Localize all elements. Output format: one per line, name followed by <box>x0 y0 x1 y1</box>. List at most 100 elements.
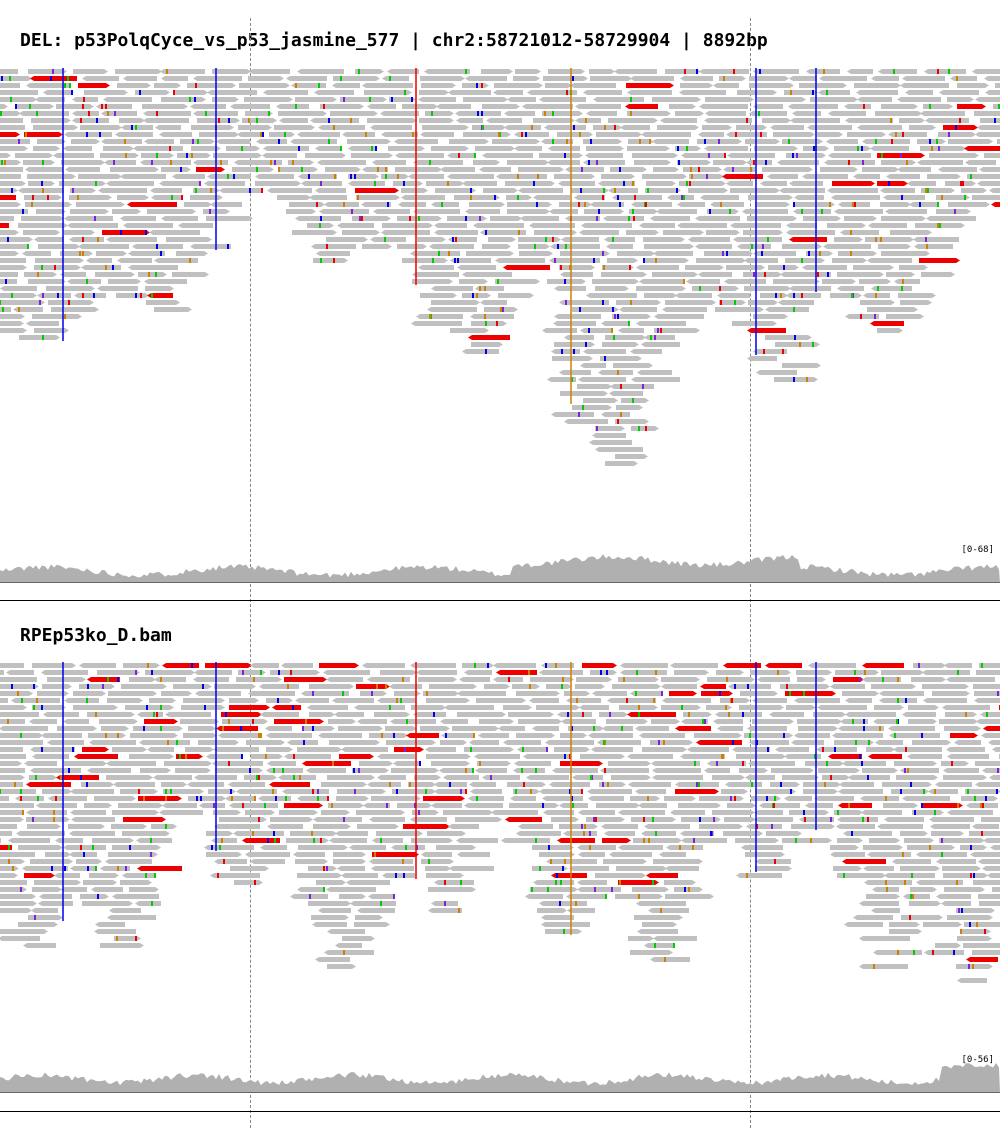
read[interactable] <box>613 391 643 396</box>
read[interactable] <box>606 726 633 731</box>
read[interactable] <box>595 286 625 291</box>
read[interactable] <box>420 670 457 675</box>
read[interactable] <box>34 328 65 333</box>
read[interactable] <box>719 300 742 305</box>
read[interactable] <box>385 132 418 137</box>
read[interactable] <box>112 209 137 214</box>
read[interactable] <box>427 831 462 836</box>
read[interactable] <box>29 167 63 172</box>
read[interactable] <box>543 97 586 102</box>
read[interactable] <box>626 230 655 235</box>
read[interactable] <box>298 845 344 850</box>
read[interactable] <box>615 419 645 424</box>
read[interactable] <box>563 300 609 305</box>
read[interactable] <box>295 859 324 864</box>
read[interactable] <box>749 83 790 88</box>
read[interactable] <box>849 698 872 703</box>
read[interactable] <box>0 677 37 682</box>
read[interactable] <box>188 796 222 801</box>
read[interactable] <box>634 691 663 696</box>
read[interactable] <box>844 230 879 235</box>
read[interactable] <box>979 782 1000 787</box>
read[interactable] <box>748 300 774 305</box>
read[interactable] <box>141 153 170 158</box>
read[interactable] <box>117 83 147 88</box>
read[interactable] <box>315 244 356 249</box>
read[interactable] <box>872 223 907 228</box>
read[interactable] <box>142 104 184 109</box>
read[interactable] <box>803 782 837 787</box>
read[interactable] <box>345 873 378 878</box>
read[interactable] <box>59 838 83 843</box>
read[interactable] <box>380 670 413 675</box>
read[interactable] <box>658 314 704 319</box>
read[interactable] <box>348 174 375 179</box>
read[interactable] <box>669 691 693 696</box>
read[interactable] <box>313 195 347 200</box>
read[interactable] <box>589 153 623 158</box>
read[interactable] <box>596 803 636 808</box>
read[interactable] <box>310 768 346 773</box>
read[interactable] <box>469 202 501 207</box>
read[interactable] <box>933 817 974 822</box>
read[interactable] <box>600 356 638 361</box>
read[interactable] <box>521 747 547 752</box>
read[interactable] <box>12 838 50 843</box>
read[interactable] <box>210 754 242 759</box>
read[interactable] <box>199 691 241 696</box>
read[interactable] <box>17 307 43 312</box>
read[interactable] <box>0 754 26 759</box>
read[interactable] <box>99 922 125 927</box>
read[interactable] <box>892 132 927 137</box>
read[interactable] <box>582 663 613 668</box>
read[interactable] <box>739 705 780 710</box>
read[interactable] <box>0 279 17 284</box>
read[interactable] <box>877 328 899 333</box>
read[interactable] <box>234 880 259 885</box>
read[interactable] <box>497 663 536 668</box>
read[interactable] <box>431 300 476 305</box>
read[interactable] <box>950 677 995 682</box>
read[interactable] <box>996 747 1000 752</box>
read[interactable] <box>849 712 896 717</box>
read[interactable] <box>675 789 715 794</box>
read[interactable] <box>822 90 850 95</box>
read[interactable] <box>666 307 707 312</box>
read[interactable] <box>834 740 870 745</box>
read[interactable] <box>803 817 834 822</box>
read[interactable] <box>211 174 251 179</box>
read[interactable] <box>352 181 385 186</box>
read[interactable] <box>113 908 141 913</box>
read[interactable] <box>574 83 616 88</box>
read[interactable] <box>989 90 1000 95</box>
read[interactable] <box>706 230 736 235</box>
read[interactable] <box>180 139 211 144</box>
read[interactable] <box>341 866 365 871</box>
read[interactable] <box>158 677 186 682</box>
read[interactable] <box>947 97 970 102</box>
read[interactable] <box>333 852 362 857</box>
read[interactable] <box>469 76 507 81</box>
read[interactable] <box>366 83 413 88</box>
read[interactable] <box>215 768 259 773</box>
read[interactable] <box>864 796 899 801</box>
read[interactable] <box>421 83 452 88</box>
read[interactable] <box>994 845 1000 850</box>
read[interactable] <box>728 279 766 284</box>
read[interactable] <box>995 83 1000 88</box>
read[interactable] <box>34 880 77 885</box>
read[interactable] <box>385 230 430 235</box>
read[interactable] <box>420 314 463 319</box>
read[interactable] <box>569 167 604 172</box>
read[interactable] <box>108 160 136 165</box>
read[interactable] <box>553 258 600 263</box>
read[interactable] <box>494 83 539 88</box>
read[interactable] <box>634 349 662 354</box>
read[interactable] <box>105 111 137 116</box>
read[interactable] <box>78 293 106 298</box>
read[interactable] <box>677 160 707 165</box>
read[interactable] <box>464 747 510 752</box>
read[interactable] <box>697 139 738 144</box>
read[interactable] <box>654 328 696 333</box>
read[interactable] <box>466 181 497 186</box>
